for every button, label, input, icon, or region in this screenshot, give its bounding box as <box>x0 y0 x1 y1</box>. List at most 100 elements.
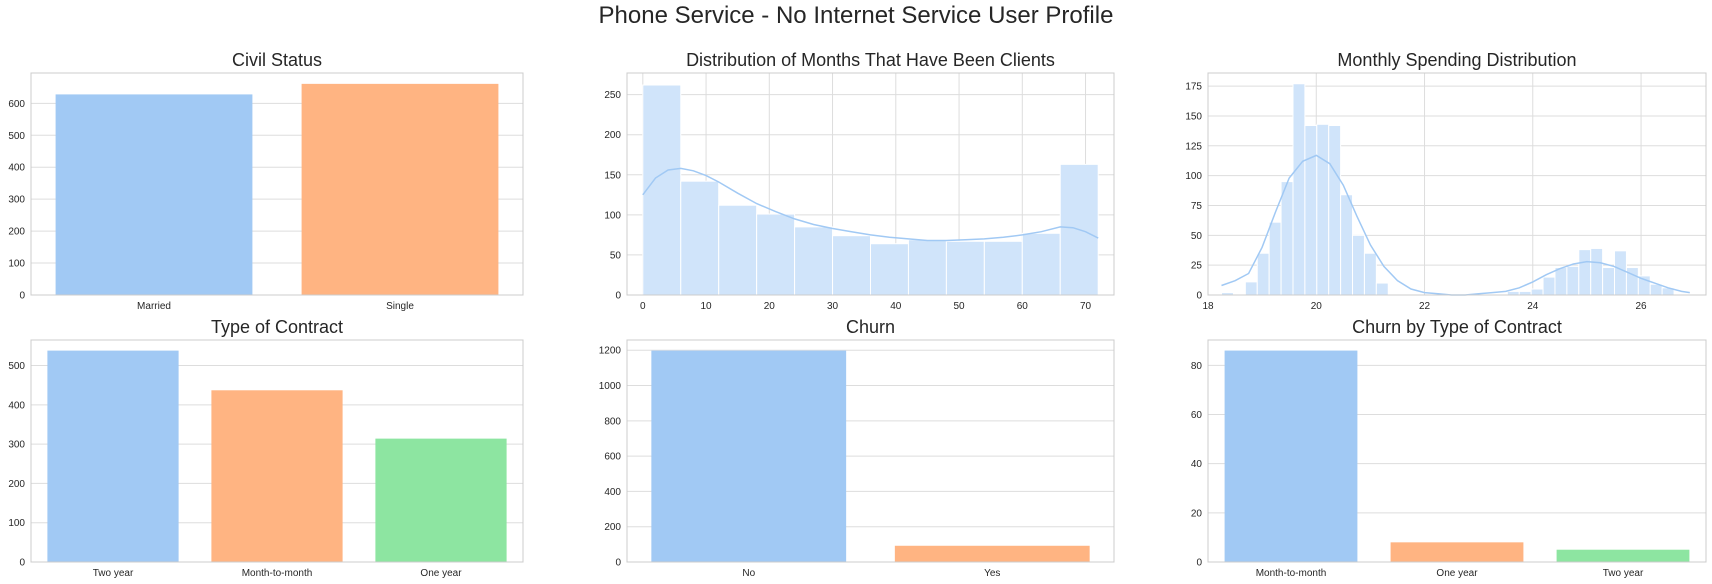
y-tick-label: 200 <box>604 522 621 533</box>
hist-bar <box>1530 288 1544 296</box>
bar <box>55 94 253 296</box>
x-tick-label: 26 <box>1635 301 1647 312</box>
hist-bar <box>1363 252 1377 296</box>
panel-title: Monthly Spending Distribution <box>1337 50 1576 70</box>
x-tick-label: Month-to-month <box>1256 568 1327 579</box>
x-tick-label: Month-to-month <box>242 568 313 579</box>
figure-title: Phone Service - No Internet Service User… <box>598 2 1114 29</box>
y-tick-label: 75 <box>1191 201 1203 212</box>
x-tick-label: 50 <box>953 301 965 312</box>
y-tick-label: 1200 <box>599 346 622 357</box>
y-tick-label: 600 <box>8 99 25 110</box>
y-tick-label: 125 <box>1185 141 1202 152</box>
bar <box>375 438 507 562</box>
bar <box>211 390 343 562</box>
plot-frame <box>30 72 524 296</box>
y-tick-label: 200 <box>8 227 25 238</box>
hist-bar <box>642 84 682 296</box>
x-tick-label: 24 <box>1527 301 1539 312</box>
hist-bar <box>945 240 985 296</box>
hist-bar <box>1614 250 1627 296</box>
hist-bar <box>1506 290 1520 296</box>
hist-bar <box>832 235 871 296</box>
plot-frame <box>30 339 524 563</box>
plot-frame <box>626 339 1115 563</box>
y-tick-label: 25 <box>1191 261 1203 272</box>
y-tick-label: 40 <box>1191 459 1203 470</box>
y-tick-label: 600 <box>604 452 621 463</box>
hist-bar <box>1340 194 1354 296</box>
bar <box>651 350 847 562</box>
y-tick-label: 400 <box>8 400 25 411</box>
x-tick-label: 18 <box>1202 301 1214 312</box>
hist-bar <box>1542 276 1556 296</box>
y-tick-label: 0 <box>1196 291 1202 302</box>
plot-frame <box>626 72 1115 296</box>
chart-panel: Churn by Type of Contract 0 20 40 60 80 Month-… <box>1191 317 1707 579</box>
hist-bar <box>983 240 1023 296</box>
bar <box>1224 350 1358 562</box>
chart-panel: Churn 0 200 400 600 800 1000 1200 No Yes <box>599 317 1115 579</box>
x-tick-label: One year <box>420 568 462 579</box>
y-tick-label: 400 <box>8 163 25 174</box>
panel-title: Civil Status <box>232 50 322 70</box>
hist-bar <box>1566 265 1580 296</box>
hist-bar <box>794 226 834 296</box>
hist-bar <box>1625 267 1639 296</box>
panel-title: Distribution of Months That Have Been Cl… <box>686 50 1055 70</box>
y-tick-label: 300 <box>8 440 25 451</box>
y-tick-label: 80 <box>1191 361 1203 372</box>
y-tick-label: 0 <box>1196 558 1202 569</box>
kde-line <box>642 167 1099 242</box>
bar <box>1390 542 1524 562</box>
bar <box>47 350 179 562</box>
hist-bar <box>1328 125 1342 296</box>
y-tick-label: 200 <box>8 479 25 490</box>
hist-bar <box>1602 267 1616 296</box>
y-tick-label: 150 <box>1185 111 1202 122</box>
y-tick-label: 800 <box>604 416 621 427</box>
y-tick-label: 200 <box>604 130 621 141</box>
plot-frame <box>1207 339 1707 563</box>
hist-bar <box>756 213 796 296</box>
hist-bar <box>1244 281 1258 296</box>
hist-bar <box>1590 247 1604 296</box>
hist-bar <box>718 204 758 296</box>
hist-bar <box>1280 181 1294 296</box>
y-tick-label: 1000 <box>599 381 622 392</box>
bar <box>894 545 1090 562</box>
y-tick-label: 100 <box>1185 171 1202 182</box>
x-tick-label: 20 <box>1311 301 1323 312</box>
hist-bar <box>1304 125 1318 296</box>
plot-frame <box>1207 72 1707 296</box>
chart-panel: Civil Status 0 100 200 300 400 500 600 Married Si… <box>8 50 524 312</box>
y-tick-label: 0 <box>615 558 621 569</box>
hist-bar <box>1268 221 1282 296</box>
y-tick-label: 500 <box>8 131 25 142</box>
x-tick-label: 30 <box>827 301 839 312</box>
y-tick-label: 400 <box>604 487 621 498</box>
y-tick-label: 50 <box>1191 231 1203 242</box>
hist-bar <box>1352 234 1365 296</box>
y-tick-label: 300 <box>8 195 25 206</box>
y-tick-label: 0 <box>19 291 25 302</box>
chart-panel: Monthly Spending Distribution 0 25 50 75 100 1… <box>1185 50 1707 312</box>
hist-bar <box>1578 249 1592 296</box>
bar <box>301 83 499 295</box>
y-tick-label: 250 <box>604 90 621 101</box>
hist-bar <box>1021 232 1061 296</box>
y-tick-label: 100 <box>604 210 621 221</box>
x-tick-label: Single <box>386 301 414 312</box>
hist-bar <box>907 239 947 296</box>
x-tick-label: 22 <box>1419 301 1431 312</box>
x-tick-label: Two year <box>1603 568 1644 579</box>
x-tick-label: One year <box>1436 568 1478 579</box>
y-tick-label: 100 <box>8 518 25 529</box>
hist-bar <box>1375 282 1389 296</box>
x-tick-label: 20 <box>764 301 776 312</box>
panel-title: Type of Contract <box>211 317 343 337</box>
y-tick-label: 150 <box>604 170 621 181</box>
y-tick-label: 175 <box>1185 82 1202 93</box>
x-tick-label: 70 <box>1080 301 1092 312</box>
hist-bar <box>870 243 909 296</box>
